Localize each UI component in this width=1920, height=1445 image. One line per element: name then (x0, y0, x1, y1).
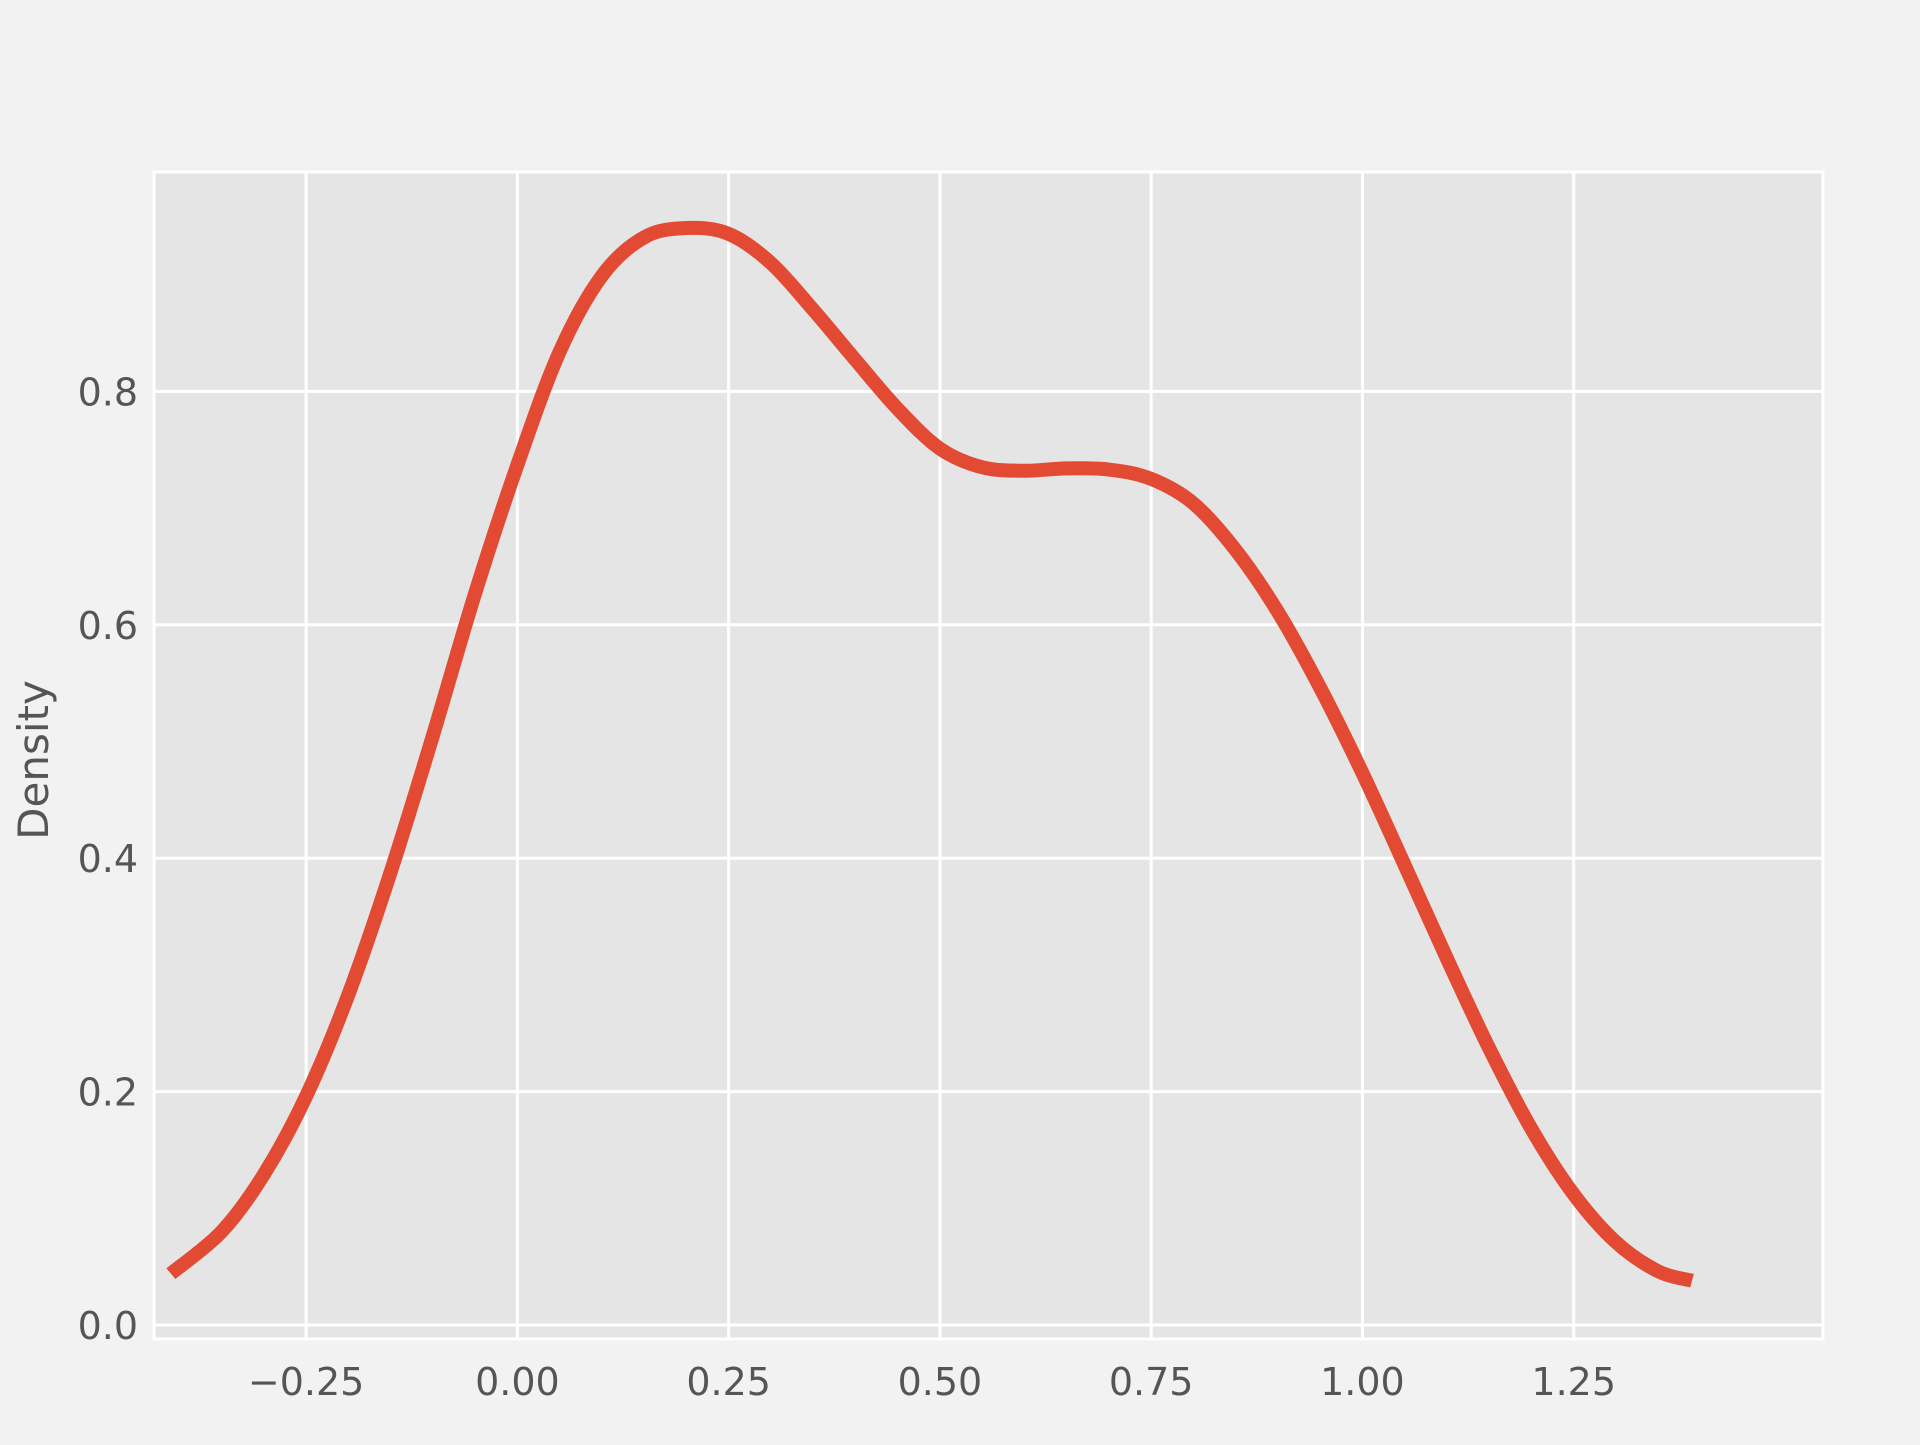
density-line-series-0 (166, 220, 1694, 1288)
x-tick-label: 0.75 (1109, 1360, 1194, 1404)
plot-frame (152, 170, 1825, 1341)
x-tick-label: 0.00 (475, 1360, 560, 1404)
y-axis-ticks: 0.0 0.2 0.4 0.6 0.8 (78, 370, 138, 1348)
y-tick-label: 0.2 (78, 1071, 138, 1115)
y-tick-label: 0.6 (78, 604, 138, 648)
y-tick-label: 0.0 (78, 1304, 138, 1348)
x-tick-label: 1.00 (1320, 1360, 1405, 1404)
y-axis-label: Density (9, 680, 58, 840)
grid-lines (152, 170, 1825, 1341)
x-tick-label: 1.25 (1531, 1360, 1616, 1404)
x-tick-label: 0.25 (686, 1360, 771, 1404)
x-axis-ticks: −0.25 0.00 0.25 0.50 0.75 1.00 1.25 (248, 1360, 1616, 1404)
x-tick-label: −0.25 (248, 1360, 364, 1404)
y-tick-label: 0.8 (78, 370, 138, 414)
series-layer (166, 220, 1694, 1288)
x-tick-label: 0.50 (898, 1360, 983, 1404)
y-tick-label: 0.4 (78, 837, 138, 881)
